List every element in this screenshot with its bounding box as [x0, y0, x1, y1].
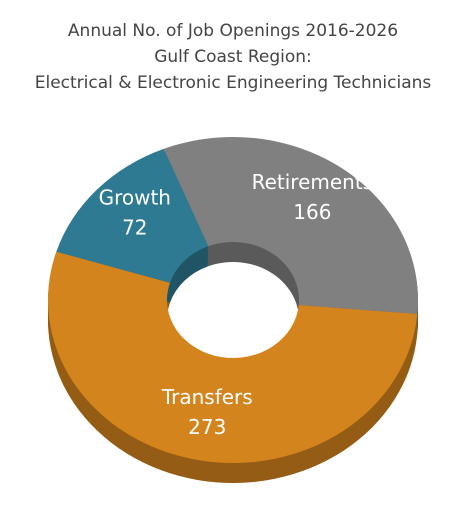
slice: [56, 148, 209, 283]
slice-label: Growth: [99, 185, 171, 209]
slice-value: 166: [293, 200, 331, 224]
slice: [163, 137, 418, 315]
slice: [48, 251, 418, 463]
title-line: Gulf Coast Region:: [154, 47, 312, 67]
title-line: Electrical & Electronic Engineering Tech…: [35, 73, 432, 93]
title-line: Annual No. of Job Openings 2016-2026: [68, 21, 398, 41]
title: Annual No. of Job Openings 2016-2026 Gul…: [35, 21, 432, 93]
slice-value: 72: [122, 215, 147, 239]
slice-label: Transfers: [161, 385, 253, 409]
slice-value: 273: [188, 415, 226, 439]
slice-label: Retirements: [252, 170, 374, 194]
